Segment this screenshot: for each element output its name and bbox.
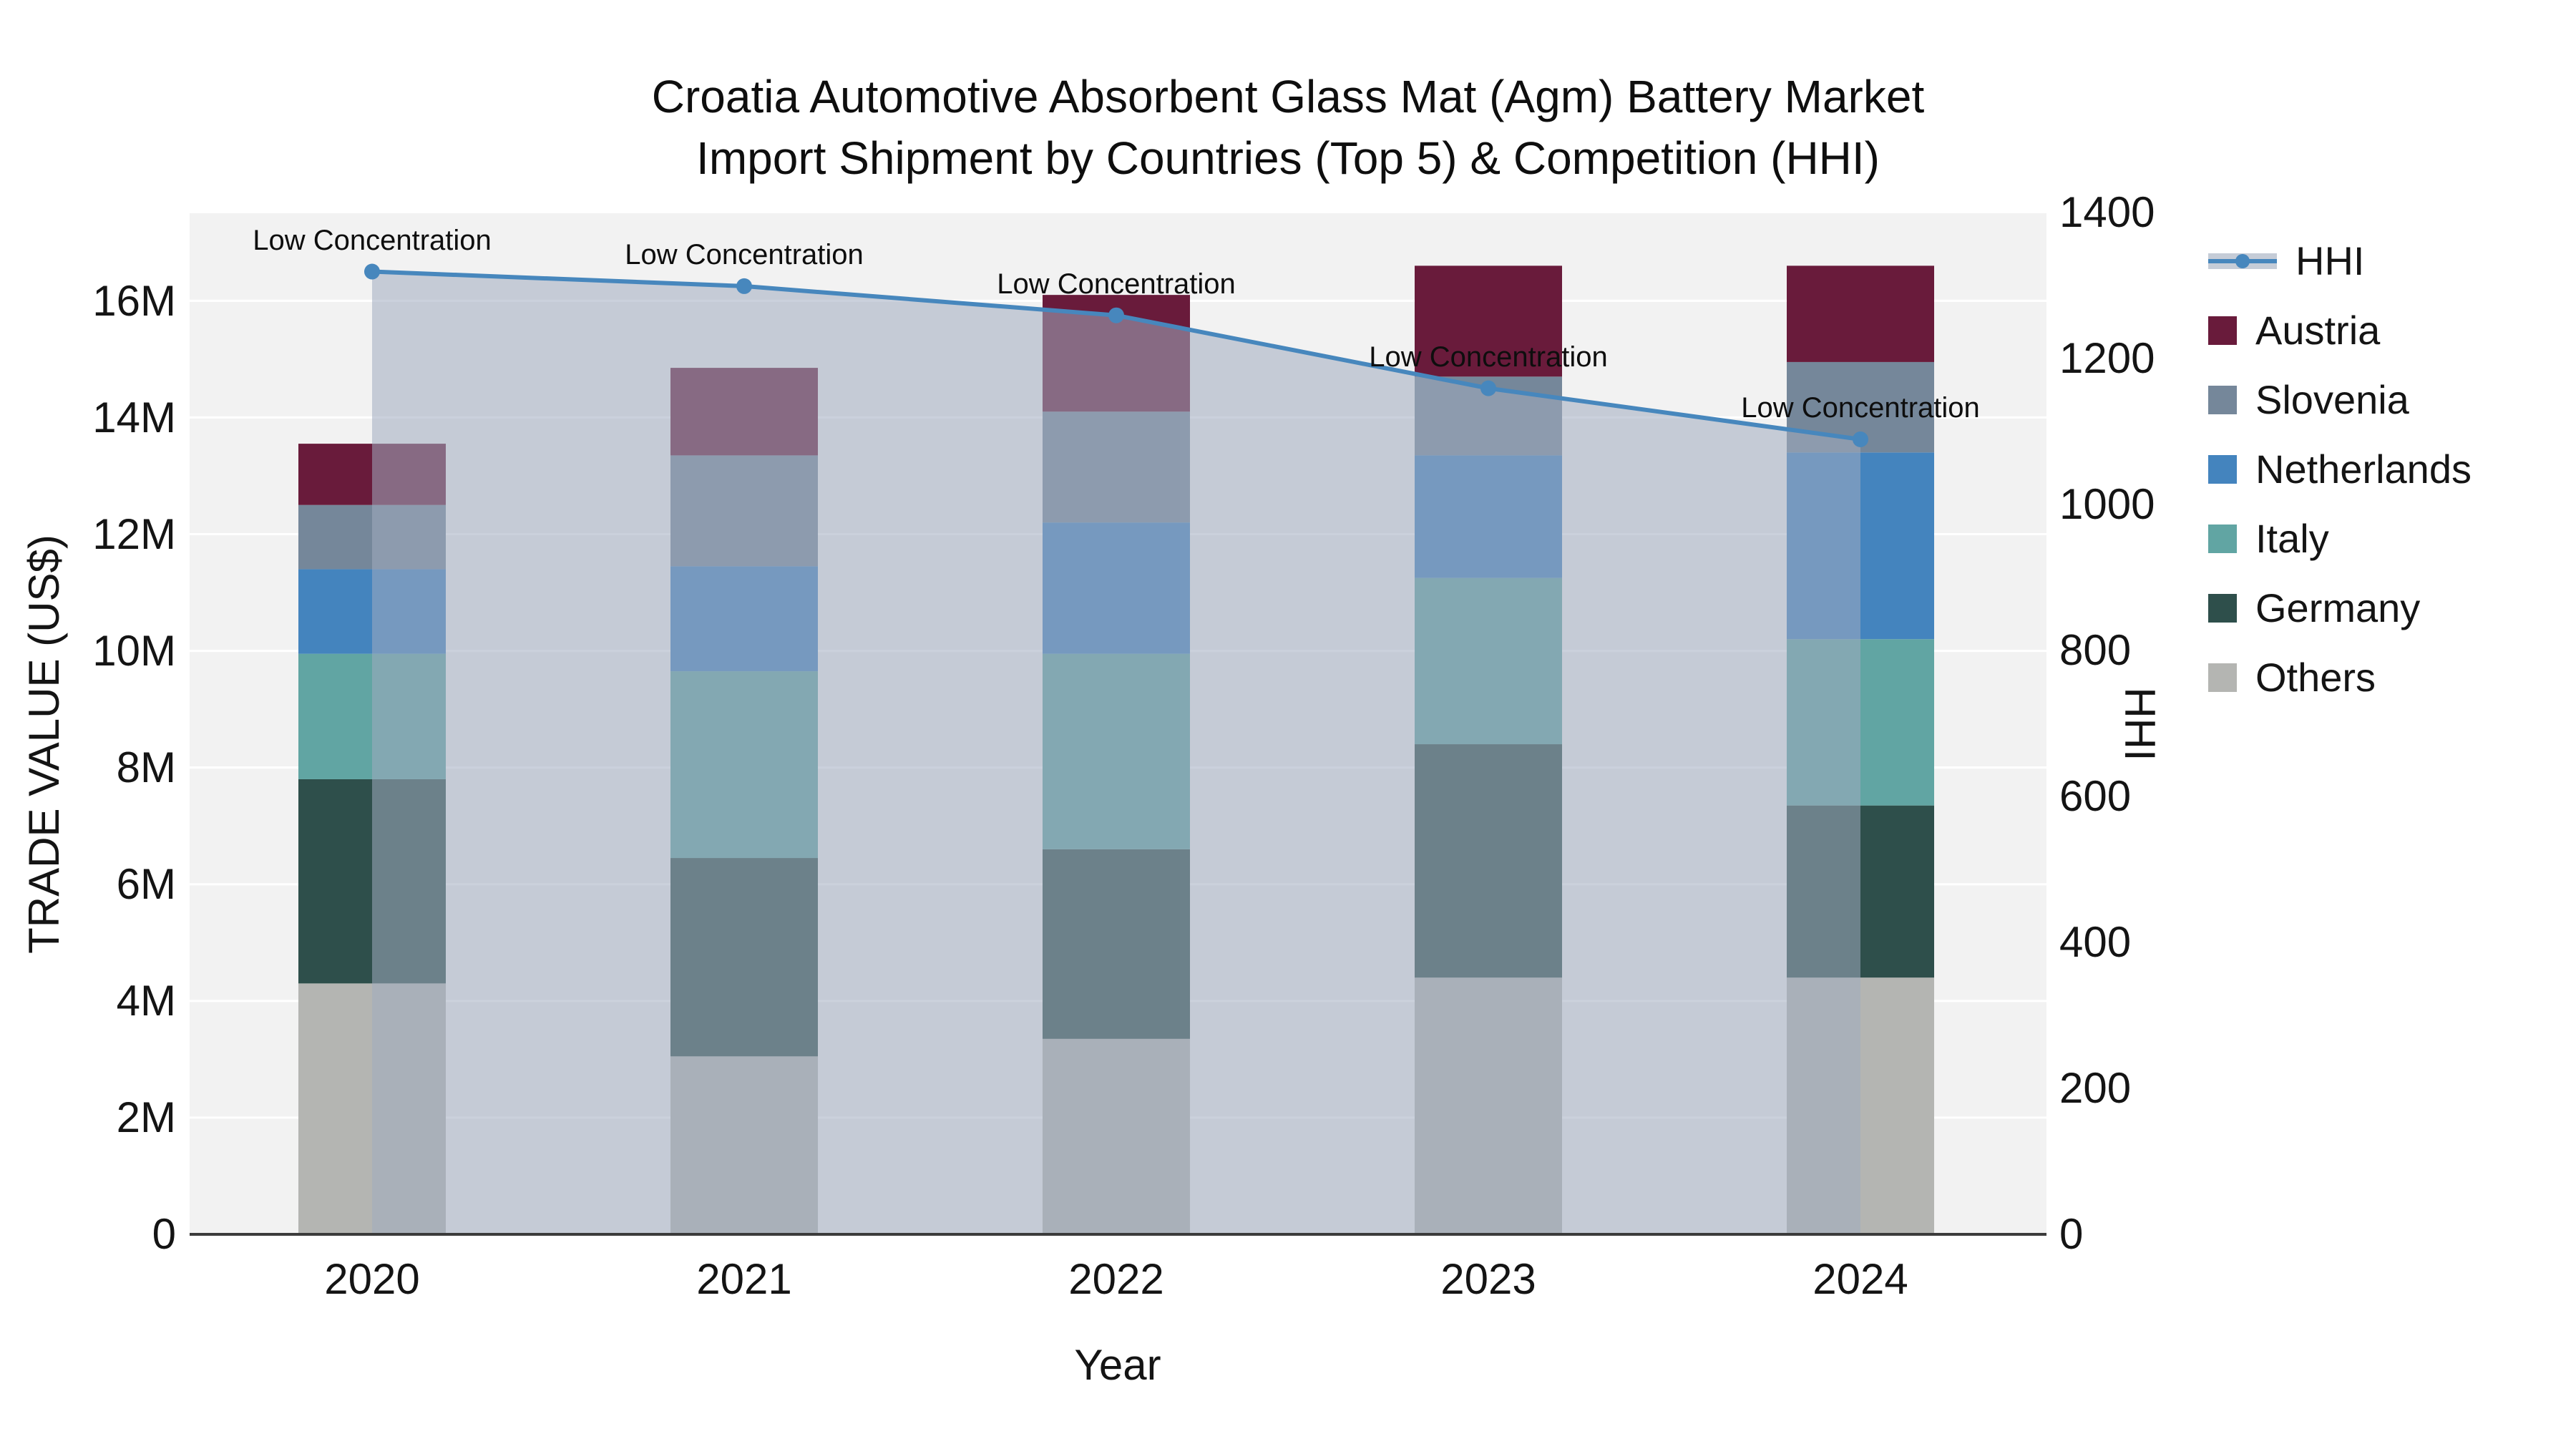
y-left-tick-0: 0 [152, 1210, 176, 1258]
annotation-2020: Low Concentration [253, 225, 492, 256]
legend-item-others[interactable]: Others [2208, 656, 2376, 699]
legend-label-others: Others [2255, 655, 2376, 700]
legend-item-netherlands[interactable]: Netherlands [2208, 448, 2472, 491]
legend-item-austria[interactable]: Austria [2208, 309, 2380, 352]
x-axis-title: Year [1074, 1341, 1161, 1389]
legend-item-slovenia[interactable]: Slovenia [2208, 379, 2409, 421]
others-swatch-icon [2208, 663, 2237, 692]
legend-item-hhi[interactable]: HHI [2208, 240, 2364, 283]
hhi-point-2020[interactable] [364, 263, 380, 280]
bar-segment-austria-2024[interactable] [1787, 265, 1934, 362]
italy-swatch-icon [2208, 525, 2237, 553]
hhi-area-fill [372, 271, 1860, 1234]
x-tick-2023: 2023 [1440, 1255, 1536, 1303]
y-left-tick-8m: 8M [116, 743, 176, 791]
y-right-tick-1200: 1200 [2059, 334, 2155, 382]
annotation-2023: Low Concentration [1369, 341, 1608, 373]
chart-title-line2: Import Shipment by Countries (Top 5) & C… [696, 132, 1880, 184]
annotation-2021: Low Concentration [625, 239, 864, 270]
legend-label-austria: Austria [2255, 308, 2381, 353]
legend-label-slovenia: Slovenia [2255, 377, 2409, 422]
x-tick-2022: 2022 [1068, 1255, 1164, 1303]
bar-segment-austria-2023[interactable] [1415, 265, 1562, 377]
x-tick-2020: 2020 [324, 1255, 420, 1303]
y-left-tick-4m: 4M [116, 977, 176, 1025]
y-right-tick-1400: 1400 [2059, 188, 2155, 236]
legend-label-italy: Italy [2255, 516, 2329, 561]
y-right-tick-200: 200 [2059, 1064, 2132, 1112]
y-right-axis-title: HHI [2116, 687, 2164, 761]
slovenia-swatch-icon [2208, 386, 2237, 414]
y-left-tick-6m: 6M [116, 860, 176, 908]
hhi-point-2023[interactable] [1480, 380, 1496, 396]
hhi-point-2024[interactable] [1853, 431, 1868, 447]
hhi-point-2022[interactable] [1108, 307, 1124, 323]
y-left-tick-2m: 2M [116, 1093, 176, 1141]
chart-title-line1: Croatia Automotive Absorbent Glass Mat (… [651, 71, 1925, 122]
germany-swatch-icon [2208, 594, 2237, 623]
y-left-tick-12m: 12M [92, 510, 176, 558]
austria-swatch-icon [2208, 316, 2237, 345]
legend-label-netherlands: Netherlands [2255, 447, 2472, 492]
y-right-tick-800: 800 [2059, 626, 2132, 674]
legend-item-germany[interactable]: Germany [2208, 587, 2420, 630]
hhi-point-2021[interactable] [736, 278, 752, 294]
y-left-tick-14m: 14M [92, 394, 176, 441]
netherlands-swatch-icon [2208, 455, 2237, 484]
annotation-2022: Low Concentration [997, 268, 1236, 300]
y-right-tick-0: 0 [2059, 1210, 2084, 1258]
legend-item-italy[interactable]: Italy [2208, 517, 2329, 560]
y-right-tick-1000: 1000 [2059, 480, 2155, 528]
legend-label-hhi: HHI [2296, 238, 2365, 283]
legend-label-germany: Germany [2255, 585, 2421, 630]
y-right-tick-600: 600 [2059, 772, 2132, 820]
y-left-tick-16m: 16M [92, 277, 176, 325]
annotation-2024: Low Concentration [1741, 392, 1980, 424]
x-axis-baseline [190, 1233, 2046, 1236]
x-tick-2021: 2021 [696, 1255, 792, 1303]
y-right-tick-400: 400 [2059, 918, 2132, 966]
y-left-axis-title: TRADE VALUE (US$) [20, 535, 68, 954]
y-left-tick-10m: 10M [92, 627, 176, 675]
hhi-line-marker-icon [2208, 252, 2277, 270]
x-tick-2024: 2024 [1813, 1255, 1908, 1303]
